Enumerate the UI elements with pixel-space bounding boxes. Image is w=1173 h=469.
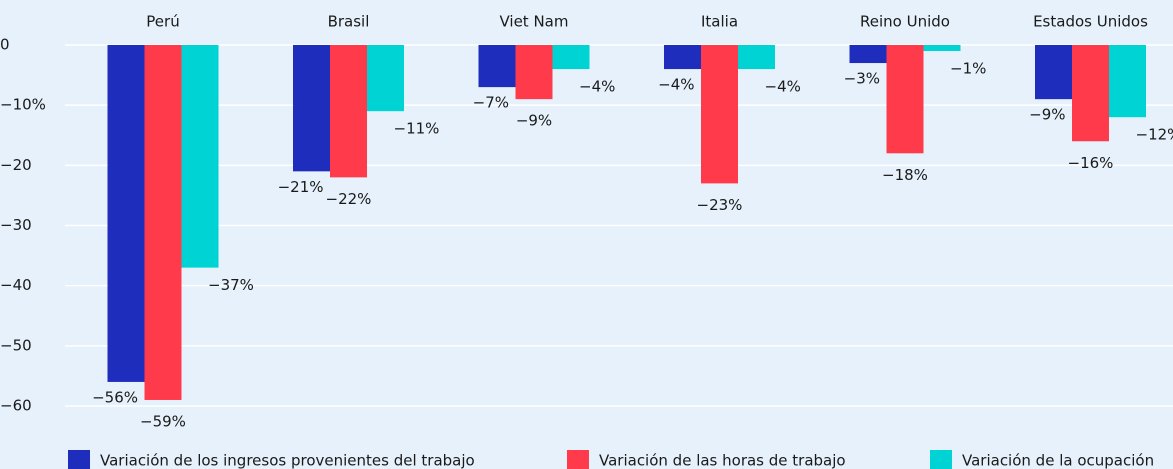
bar bbox=[1035, 45, 1072, 100]
bar bbox=[478, 45, 516, 88]
data-label: −23% bbox=[697, 196, 743, 214]
data-label: −22% bbox=[326, 190, 372, 208]
legend-label: Variación de los ingresos provenientes d… bbox=[100, 452, 475, 469]
legend-swatch bbox=[567, 450, 589, 469]
x-tick-label: Estados Unidos bbox=[1033, 13, 1148, 31]
data-label: −21% bbox=[278, 178, 324, 196]
data-label: −9% bbox=[516, 112, 552, 130]
data-label: −37% bbox=[208, 276, 254, 294]
bar bbox=[552, 45, 590, 70]
bar bbox=[1072, 45, 1109, 142]
bar bbox=[886, 45, 924, 154]
legend-label: Variación de las horas de trabajo bbox=[599, 452, 846, 469]
data-label: −7% bbox=[473, 94, 509, 112]
bar bbox=[849, 45, 887, 64]
x-tick-label: Perú bbox=[146, 13, 179, 31]
data-label: −16% bbox=[1068, 154, 1114, 172]
data-label: −4% bbox=[765, 78, 801, 96]
legend-swatch bbox=[930, 450, 952, 469]
data-label: −59% bbox=[140, 412, 186, 430]
bar bbox=[107, 45, 145, 382]
y-tick-label: −40 bbox=[0, 276, 32, 294]
data-label: −3% bbox=[844, 70, 880, 88]
y-tick-label: −50 bbox=[0, 336, 32, 354]
bar bbox=[515, 45, 553, 100]
y-tick-label: 0 bbox=[0, 36, 10, 54]
bar bbox=[664, 45, 701, 70]
bar bbox=[738, 45, 775, 70]
data-label: −9% bbox=[1029, 106, 1065, 124]
data-label: −18% bbox=[882, 166, 928, 184]
x-tick-label: Viet Nam bbox=[499, 13, 568, 31]
y-tick-label: −60 bbox=[0, 397, 32, 415]
bar bbox=[293, 45, 330, 172]
data-label: −4% bbox=[579, 78, 615, 96]
legend-swatch bbox=[68, 450, 90, 469]
y-tick-label: −20 bbox=[0, 156, 32, 174]
bar bbox=[701, 45, 738, 184]
bar bbox=[330, 45, 367, 178]
y-tick-label: −10% bbox=[0, 96, 46, 114]
data-label: −56% bbox=[92, 388, 138, 406]
data-label: −11% bbox=[394, 120, 440, 138]
bar bbox=[367, 45, 404, 112]
bar bbox=[923, 45, 961, 52]
bar bbox=[181, 45, 219, 268]
data-label: −4% bbox=[658, 76, 694, 94]
y-tick-label: −30 bbox=[0, 216, 32, 234]
data-label: −12% bbox=[1136, 126, 1173, 144]
legend-label: Variación de la ocupación bbox=[962, 452, 1154, 469]
x-tick-label: Brasil bbox=[328, 13, 370, 31]
bar bbox=[1109, 45, 1146, 118]
x-tick-label: Italia bbox=[701, 13, 738, 31]
data-label: −1% bbox=[950, 60, 986, 78]
x-tick-label: Reino Unido bbox=[860, 13, 950, 31]
bar bbox=[144, 45, 182, 400]
